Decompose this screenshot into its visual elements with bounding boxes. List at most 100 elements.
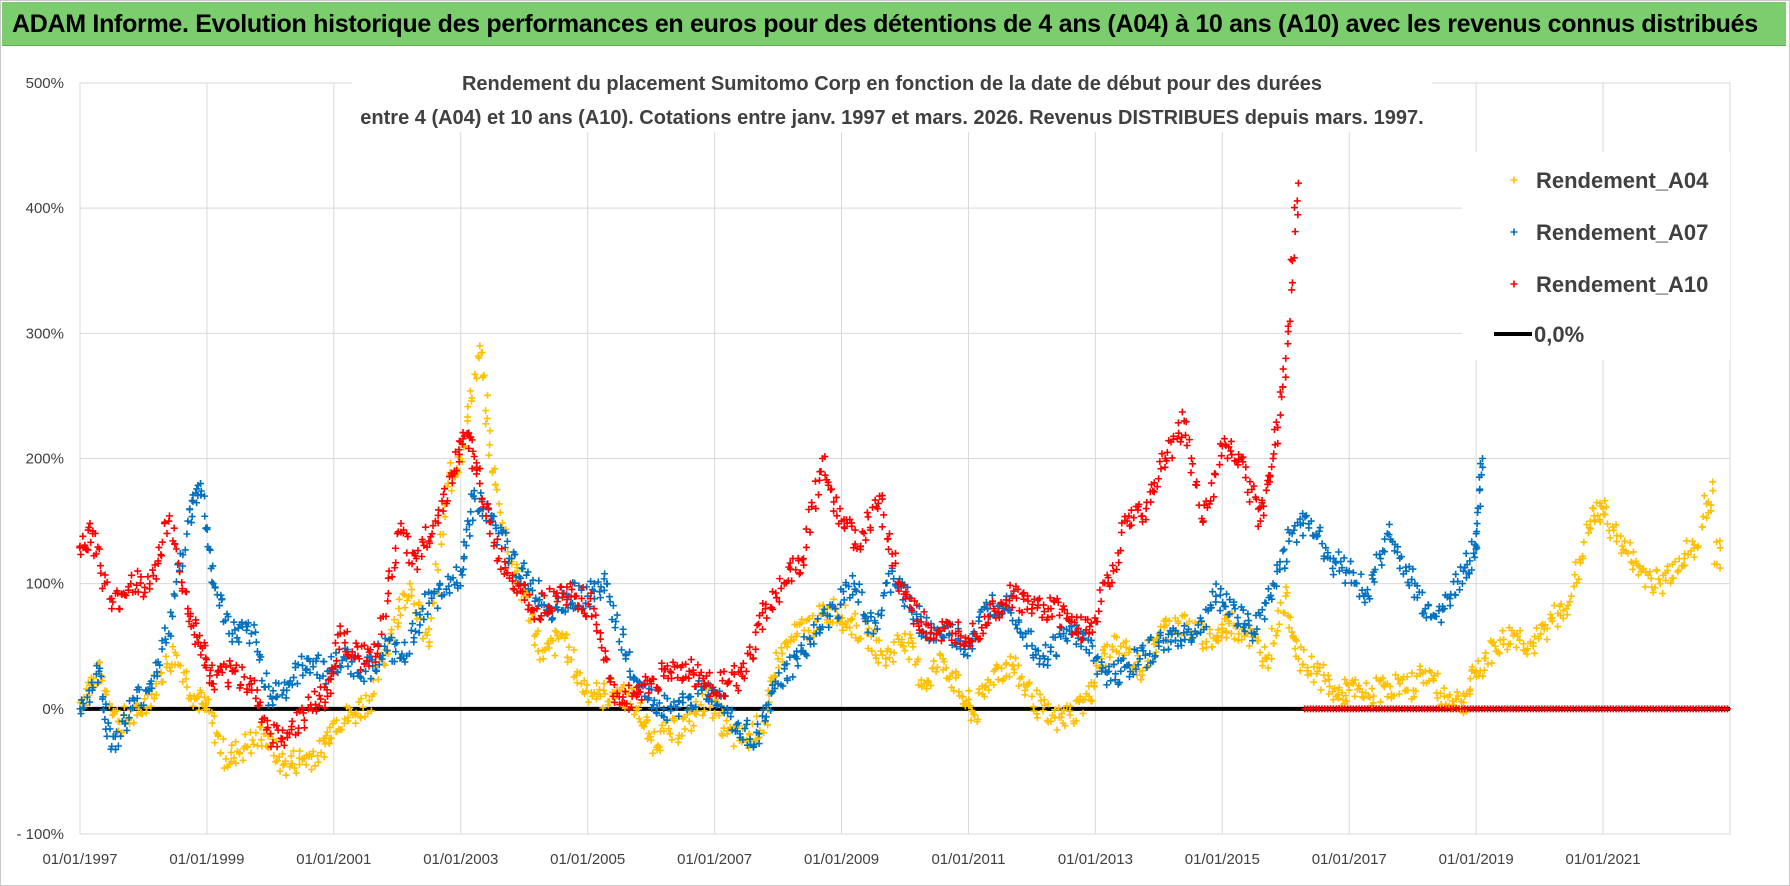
data-point xyxy=(464,417,472,425)
data-point xyxy=(600,586,608,594)
data-point xyxy=(678,732,686,740)
data-point xyxy=(448,479,456,487)
data-point xyxy=(1132,665,1140,673)
data-point xyxy=(854,598,862,606)
data-point xyxy=(357,695,365,703)
data-point xyxy=(564,658,572,666)
data-point xyxy=(468,436,476,444)
data-point xyxy=(1270,450,1278,458)
data-point xyxy=(1548,614,1556,622)
data-point xyxy=(492,524,500,532)
data-point xyxy=(551,627,559,635)
data-point xyxy=(1072,717,1080,725)
data-point xyxy=(1252,495,1260,503)
data-point xyxy=(1005,597,1013,605)
data-point xyxy=(539,655,547,663)
data-point xyxy=(536,596,544,604)
data-point xyxy=(730,670,738,678)
data-point xyxy=(675,712,683,720)
data-point xyxy=(1117,667,1125,675)
data-point xyxy=(1279,365,1287,373)
data-point xyxy=(1174,419,1182,427)
data-point xyxy=(913,610,921,618)
y-tick-label: 0% xyxy=(42,701,64,718)
data-point xyxy=(1052,651,1060,659)
data-point xyxy=(741,725,749,733)
data-point xyxy=(1231,635,1239,643)
data-point xyxy=(171,592,179,600)
data-point xyxy=(236,750,244,758)
data-point xyxy=(572,671,580,679)
data-point xyxy=(280,741,288,749)
data-point xyxy=(984,619,992,627)
data-point xyxy=(1381,535,1389,543)
data-point xyxy=(367,675,375,683)
data-point xyxy=(209,562,217,570)
data-point xyxy=(775,598,783,606)
data-point xyxy=(1454,577,1462,585)
data-point xyxy=(1185,617,1193,625)
data-point xyxy=(855,580,863,588)
data-point xyxy=(1130,514,1138,522)
data-point xyxy=(793,630,801,638)
data-point xyxy=(1068,623,1076,631)
data-point xyxy=(163,529,171,537)
data-point xyxy=(1340,554,1348,562)
data-point xyxy=(590,580,598,588)
data-point xyxy=(1239,623,1247,631)
data-point xyxy=(579,584,587,592)
data-point xyxy=(441,513,449,521)
data-point xyxy=(858,528,866,536)
data-point xyxy=(213,671,221,679)
data-point xyxy=(192,619,200,627)
data-point xyxy=(1698,523,1706,531)
data-point xyxy=(811,477,819,485)
data-point xyxy=(1158,450,1166,458)
data-point xyxy=(1207,479,1215,487)
data-point xyxy=(882,579,890,587)
data-point xyxy=(1273,627,1281,635)
data-point xyxy=(771,684,779,692)
data-point xyxy=(1276,411,1284,419)
data-point xyxy=(1322,544,1330,552)
data-point xyxy=(948,669,956,677)
data-point xyxy=(615,638,623,646)
data-point xyxy=(682,660,690,668)
data-point xyxy=(1420,609,1428,617)
data-point xyxy=(252,694,260,702)
data-point xyxy=(647,736,655,744)
data-point xyxy=(937,637,945,645)
data-point xyxy=(152,575,160,583)
data-point xyxy=(1694,542,1702,550)
data-point xyxy=(1454,692,1462,700)
data-point xyxy=(486,441,494,449)
data-point xyxy=(1308,652,1316,660)
data-point xyxy=(831,605,839,613)
data-point xyxy=(914,655,922,663)
data-point xyxy=(1341,675,1349,683)
data-point xyxy=(1317,686,1325,694)
data-point xyxy=(1187,469,1195,477)
data-point xyxy=(122,591,130,599)
data-point xyxy=(848,615,856,623)
data-point xyxy=(1088,628,1096,636)
data-point xyxy=(1265,651,1273,659)
data-point xyxy=(795,570,803,578)
data-point xyxy=(1162,621,1170,629)
data-point xyxy=(1027,627,1035,635)
data-point xyxy=(155,543,163,551)
data-point xyxy=(84,546,92,554)
data-point xyxy=(520,559,528,567)
data-point xyxy=(466,532,474,540)
data-point xyxy=(1537,630,1545,638)
data-point xyxy=(285,730,293,738)
data-point xyxy=(356,673,364,681)
data-point xyxy=(810,621,818,629)
data-point xyxy=(1115,678,1123,686)
data-point xyxy=(1396,680,1404,688)
data-point xyxy=(655,699,663,707)
data-point xyxy=(157,551,165,559)
data-point xyxy=(265,683,273,691)
data-point xyxy=(889,658,897,666)
data-point xyxy=(299,662,307,670)
